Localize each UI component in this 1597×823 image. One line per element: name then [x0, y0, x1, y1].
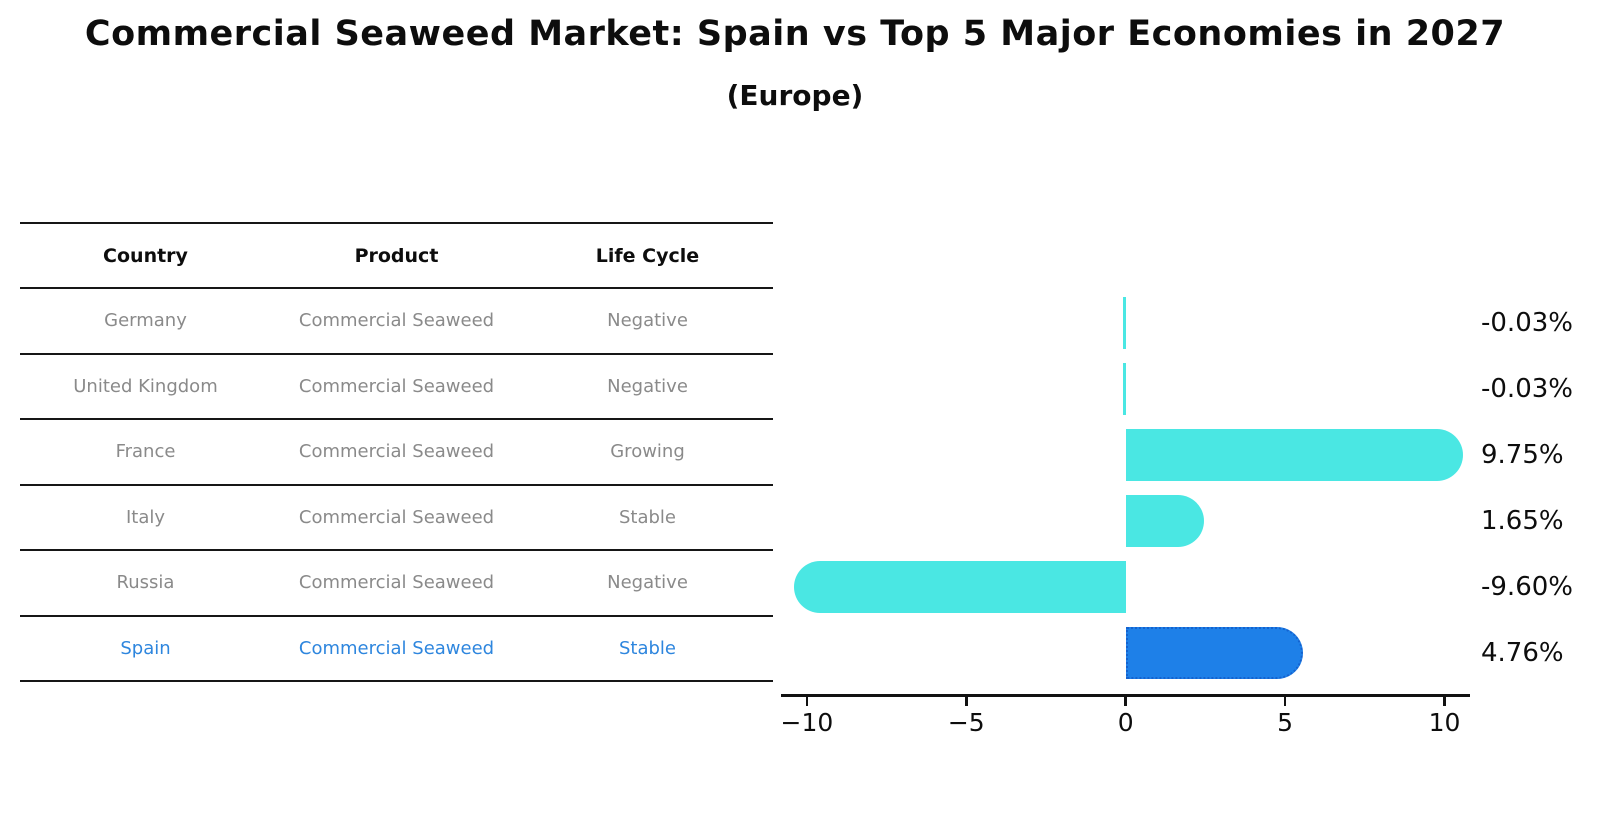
- bar-france: [1125, 429, 1463, 481]
- x-axis: −10 −5 0 5 10: [775, 694, 1470, 742]
- chart-title: Commercial Seaweed Market: Spain vs Top …: [84, 14, 1506, 54]
- bar-value-label: -9.60%: [1481, 572, 1573, 602]
- table-row: Spain Commercial Seaweed Stable: [20, 617, 773, 682]
- table-header-row: Country Product Life Cycle: [20, 222, 773, 289]
- bar-germany: [1123, 297, 1126, 349]
- cell-country: Italy: [125, 506, 166, 528]
- cell-product: Commercial Seaweed: [298, 506, 495, 528]
- chart-subtitle: (Europe): [726, 79, 864, 112]
- bar-value-label: -0.03%: [1481, 308, 1573, 338]
- column-header-product: Product: [354, 244, 439, 267]
- x-tick-label: 0: [1117, 708, 1134, 737]
- table-row: Germany Commercial Seaweed Negative: [20, 289, 773, 355]
- table-body: Germany Commercial Seaweed Negative United …: [20, 289, 773, 682]
- cell-life-cycle: Stable: [618, 637, 676, 659]
- bar-italy: [1125, 495, 1205, 547]
- cell-life-cycle: Growing: [610, 441, 685, 463]
- bar-plot: [775, 290, 1470, 686]
- cell-product: Commercial Seaweed: [298, 375, 495, 397]
- bar-united-kingdom: [1123, 363, 1126, 415]
- cell-country: Germany: [104, 310, 187, 332]
- bar-spain: [1125, 627, 1304, 679]
- cell-life-cycle: Stable: [618, 506, 676, 528]
- bar-russia: [793, 561, 1126, 613]
- cell-country: France: [115, 441, 176, 463]
- cell-life-cycle: Negative: [607, 572, 688, 594]
- table-row: United Kingdom Commercial Seaweed Negative: [20, 355, 773, 420]
- cell-product: Commercial Seaweed: [298, 310, 495, 332]
- cell-country: Russia: [116, 572, 175, 594]
- value-labels: -0.03% -0.03% 9.75% 1.65% -9.60% 4.76%: [1481, 290, 1595, 686]
- table-row: France Commercial Seaweed Growing: [20, 420, 773, 486]
- cell-country: United Kingdom: [73, 375, 218, 397]
- table-row: Italy Commercial Seaweed Stable: [20, 486, 773, 551]
- table-row: Russia Commercial Seaweed Negative: [20, 551, 773, 617]
- cell-country: Spain: [120, 637, 171, 659]
- bar-value-label: 9.75%: [1481, 440, 1564, 470]
- x-tick: [965, 696, 968, 706]
- x-tick: [1443, 696, 1446, 706]
- bar-value-label: 4.76%: [1481, 638, 1564, 668]
- x-tick: [805, 696, 809, 706]
- cell-product: Commercial Seaweed: [298, 572, 495, 594]
- x-tick-label: −10: [780, 708, 834, 737]
- x-tick-label: −5: [947, 708, 985, 737]
- x-tick-label: 5: [1277, 708, 1294, 737]
- x-tick: [1283, 696, 1287, 706]
- cell-life-cycle: Negative: [607, 375, 688, 397]
- cell-life-cycle: Negative: [607, 310, 688, 332]
- column-header-country: Country: [103, 244, 188, 267]
- bar-value-label: -0.03%: [1481, 374, 1573, 404]
- column-header-life-cycle: Life Cycle: [595, 244, 700, 267]
- cell-product: Commercial Seaweed: [298, 637, 495, 659]
- x-axis-line: [781, 694, 1470, 697]
- comparison-table: Country Product Life Cycle Germany Commer…: [20, 222, 773, 682]
- cell-product: Commercial Seaweed: [298, 441, 495, 463]
- x-tick-label: 10: [1428, 708, 1461, 737]
- bar-value-label: 1.65%: [1481, 506, 1564, 536]
- x-tick: [1124, 696, 1127, 706]
